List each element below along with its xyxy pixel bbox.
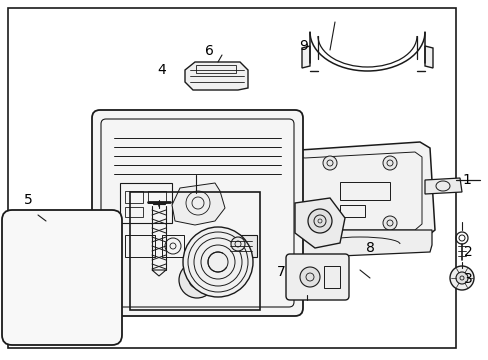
Circle shape	[299, 267, 319, 287]
Circle shape	[323, 216, 336, 230]
Bar	[148, 191, 165, 203]
Text: 9: 9	[298, 39, 307, 53]
Bar	[224, 235, 257, 257]
FancyBboxPatch shape	[285, 254, 348, 300]
Circle shape	[449, 266, 473, 290]
Polygon shape	[424, 178, 461, 194]
Polygon shape	[294, 198, 345, 248]
Polygon shape	[285, 230, 431, 258]
Text: 7: 7	[276, 265, 285, 279]
Bar	[125, 191, 142, 203]
Bar	[339, 205, 364, 217]
Polygon shape	[302, 46, 309, 68]
Bar	[130, 192, 260, 310]
Polygon shape	[184, 62, 247, 90]
Bar	[162, 235, 183, 257]
Polygon shape	[424, 46, 432, 68]
Polygon shape	[172, 183, 224, 225]
Text: 4: 4	[157, 63, 165, 77]
Circle shape	[382, 216, 396, 230]
Text: 5: 5	[24, 193, 33, 207]
Bar	[339, 182, 389, 200]
Text: 1: 1	[462, 173, 470, 187]
Text: 8: 8	[366, 242, 374, 255]
FancyBboxPatch shape	[92, 110, 303, 316]
Circle shape	[179, 262, 215, 298]
Circle shape	[382, 156, 396, 170]
Circle shape	[230, 237, 244, 251]
Bar	[125, 235, 155, 257]
FancyBboxPatch shape	[2, 210, 122, 345]
Circle shape	[307, 209, 331, 233]
Circle shape	[455, 272, 467, 284]
Bar	[324, 266, 339, 288]
Bar	[120, 183, 172, 223]
Text: 3: 3	[463, 272, 472, 286]
Text: 6: 6	[204, 45, 213, 58]
Polygon shape	[289, 142, 434, 238]
Circle shape	[323, 156, 336, 170]
Text: 2: 2	[463, 245, 472, 259]
Bar	[125, 207, 142, 217]
Bar	[196, 65, 236, 73]
Circle shape	[183, 227, 252, 297]
